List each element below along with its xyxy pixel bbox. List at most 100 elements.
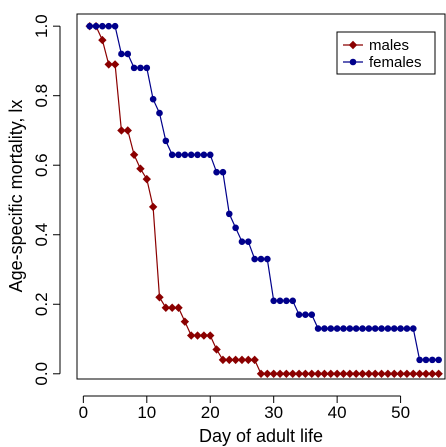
data-point-females <box>289 297 297 305</box>
y-axis-title: Age-specific mortality, lx <box>6 100 26 293</box>
data-point-females <box>321 325 328 332</box>
data-point-males <box>263 369 272 378</box>
y-tick-label: 0.0 <box>32 362 51 386</box>
data-point-males <box>244 355 253 365</box>
data-point-females <box>162 137 170 145</box>
data-point-males <box>256 369 266 378</box>
data-point-males <box>104 60 113 69</box>
data-point-males <box>250 355 259 365</box>
data-point-females <box>137 64 144 72</box>
data-point-females <box>435 356 442 364</box>
data-point-females <box>352 325 360 332</box>
data-point-females <box>238 238 246 245</box>
data-point-females <box>390 325 398 332</box>
data-point-males <box>288 369 297 378</box>
data-point-females <box>86 22 93 30</box>
data-point-males <box>313 369 323 378</box>
data-point-females <box>333 325 341 332</box>
data-point-males <box>415 369 424 378</box>
legend-label-females: females <box>369 54 422 71</box>
legend-box <box>336 31 436 75</box>
data-point-males <box>123 126 132 135</box>
data-point-males <box>212 345 221 354</box>
y-axis: 0.0 0.2 0.4 0.6 0.8 1.0 <box>32 14 61 386</box>
data-point-males <box>434 369 443 378</box>
data-point-males <box>110 60 120 69</box>
data-point-males <box>206 331 215 340</box>
data-point-females <box>213 168 220 176</box>
data-point-females <box>359 325 366 332</box>
data-point-females <box>270 297 277 305</box>
legend-marker-males <box>348 40 358 50</box>
data-point-males <box>187 331 196 340</box>
data-point-females <box>429 356 436 364</box>
data-point-females <box>143 64 151 72</box>
data-point-males <box>332 369 342 378</box>
data-point-females <box>181 151 189 159</box>
data-point-females <box>397 325 404 332</box>
data-point-females <box>264 255 271 263</box>
data-point-females <box>257 255 265 263</box>
data-point-males <box>98 35 107 45</box>
data-point-males <box>377 369 386 378</box>
plot-frame <box>76 13 446 380</box>
x-tick-label: 0 <box>79 403 88 422</box>
x-tick-label: 20 <box>201 403 220 422</box>
data-point-females <box>378 325 385 332</box>
x-axis-title: Day of adult life <box>199 426 323 446</box>
x-tick-label: 30 <box>264 403 283 422</box>
data-point-males <box>155 293 164 302</box>
y-tick-label: 1.0 <box>32 14 51 38</box>
data-point-females <box>194 151 201 159</box>
data-point-females <box>105 22 113 30</box>
data-point-females <box>302 311 309 318</box>
data-point-males <box>218 355 228 365</box>
data-point-males <box>199 331 209 340</box>
data-point-females <box>118 50 125 58</box>
data-point-females <box>130 64 138 72</box>
data-point-females <box>149 95 157 103</box>
data-point-males <box>269 369 278 378</box>
x-tick-label: 40 <box>328 403 347 422</box>
data-point-females <box>283 297 290 305</box>
data-point-males <box>421 369 431 378</box>
data-point-females <box>340 325 347 332</box>
data-point-males <box>351 369 361 378</box>
data-point-females <box>365 325 373 332</box>
data-point-females <box>409 325 417 332</box>
data-point-females <box>187 151 195 159</box>
data-point-males <box>307 369 316 378</box>
data-point-females <box>156 109 163 117</box>
data-point-females <box>276 297 284 305</box>
data-point-males <box>339 369 348 378</box>
data-point-females <box>219 168 227 176</box>
data-point-males <box>117 126 126 135</box>
data-point-males <box>320 369 329 378</box>
data-point-females <box>314 325 322 332</box>
data-point-females <box>200 151 208 159</box>
data-point-females <box>308 311 316 318</box>
data-point-males <box>237 355 247 365</box>
y-tick-label: 0.2 <box>32 292 51 316</box>
data-point-females <box>251 255 258 263</box>
data-point-males <box>326 369 335 378</box>
y-tick-label: 0.4 <box>32 223 51 247</box>
data-point-males <box>167 303 177 312</box>
data-point-males <box>136 164 145 173</box>
data-point-males <box>402 369 412 378</box>
data-point-males <box>364 369 374 378</box>
data-point-males <box>174 303 183 312</box>
data-point-males <box>294 369 304 378</box>
data-point-males <box>148 202 158 212</box>
data-point-females <box>225 210 233 218</box>
data-point-females <box>124 50 132 58</box>
data-point-males <box>282 369 291 378</box>
data-point-females <box>92 22 100 30</box>
x-axis: 0 10 20 30 40 50 <box>79 395 410 422</box>
x-tick-label: 10 <box>137 403 156 422</box>
data-point-males <box>129 150 139 159</box>
data-point-males <box>345 369 355 378</box>
x-tick-label: 50 <box>391 403 410 422</box>
